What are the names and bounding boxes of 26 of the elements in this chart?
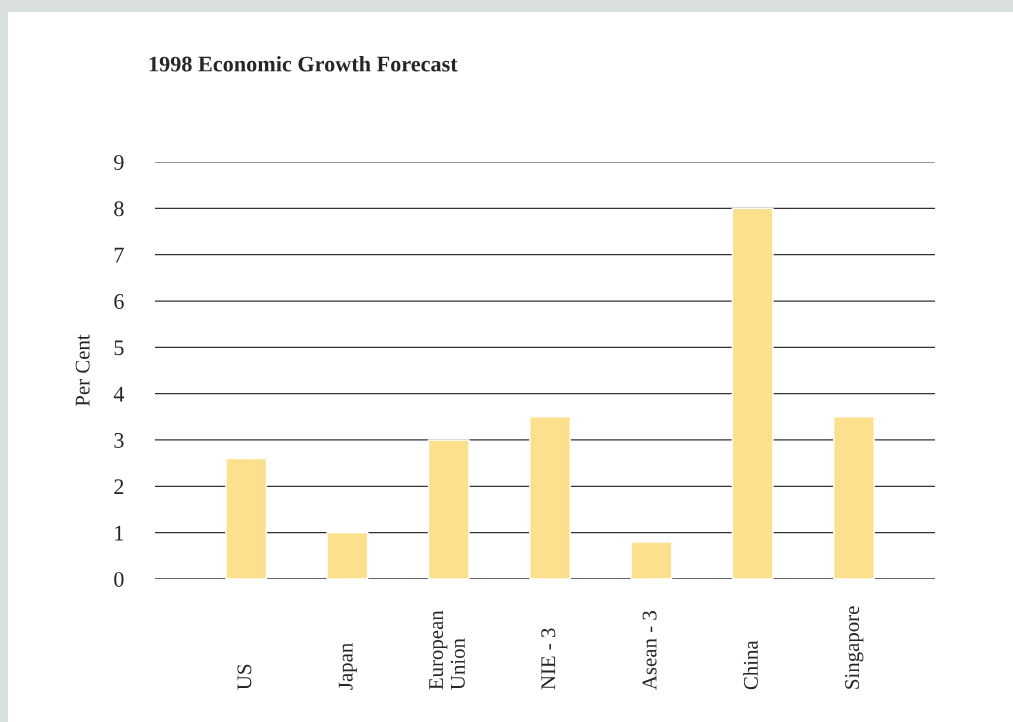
y-tick-label: 0 [114, 571, 124, 587]
bar [529, 416, 572, 579]
bar [427, 439, 470, 579]
chart-title: 1998 Economic Growth Forecast [149, 55, 458, 72]
bar [833, 416, 875, 579]
x-tick-label: Asean - 3 [642, 611, 657, 690]
bar [225, 457, 268, 579]
y-tick-label: 8 [114, 201, 124, 217]
y-tick-label: 4 [113, 386, 125, 402]
y-tick-label: 2 [114, 479, 124, 495]
bar [731, 207, 774, 579]
y-tick-label: 5 [114, 340, 124, 356]
y-tick-label: 7 [114, 247, 124, 263]
x-tick-label: China [743, 640, 758, 690]
y-tick-label: 1 [115, 525, 124, 541]
x-tick-label: Japan [338, 642, 357, 690]
x-tick-label: Singapore [845, 606, 864, 689]
y-tick-label: 6 [114, 293, 124, 309]
bar [326, 531, 369, 579]
x-tick-label: European Union [429, 610, 465, 690]
y-axis-title: Per Cent [75, 334, 90, 407]
y-tick-label: 9 [114, 154, 124, 170]
x-tick-label: US [237, 664, 252, 690]
bar [630, 541, 673, 579]
x-tick-label: NIE - 3 [541, 628, 556, 690]
y-tick-label: 3 [114, 432, 124, 448]
